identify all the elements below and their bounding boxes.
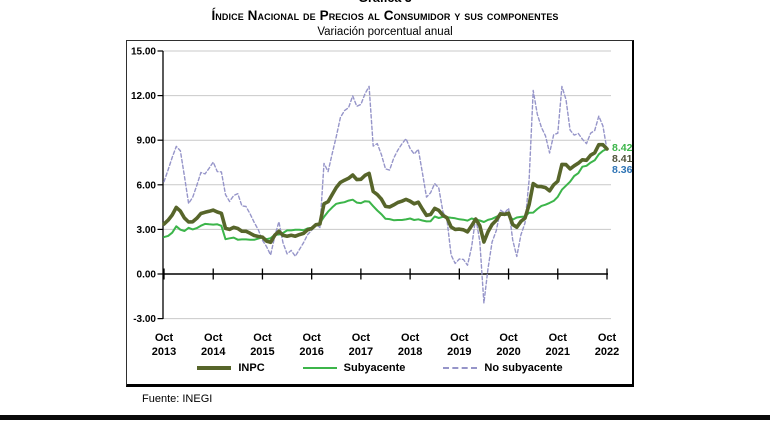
source-note: Fuente: INEGI [142,393,213,405]
y-tick-label: 0.00 [137,270,157,281]
x-tick-label-month: Oct [401,332,420,344]
x-tick-label-year: 2013 [152,346,176,358]
bottom-rule [0,415,770,420]
x-tick-label-month: Oct [598,332,617,344]
y-tick-label: -3.00 [133,314,156,325]
x-tick-label-month: Oct [499,332,518,344]
legend-item-no-subyacente: No subyacente [443,362,563,374]
x-tick-label-month: Oct [253,332,272,344]
page-title: Índice Nacional de Precios al Consumidor… [211,8,559,23]
legend-label-inpc: INPC [238,362,265,374]
series-end-value: 8.36 [612,164,633,176]
y-tick-label: 15.00 [131,47,156,58]
legend-label-subyacente: Subyacente [343,362,406,374]
x-tick-label-year: 2021 [546,346,570,358]
x-tick-label-year: 2015 [250,346,274,358]
series-end-value: 8.41 [612,153,633,165]
y-tick-label: 12.00 [131,91,156,102]
x-tick-label-month: Oct [302,332,321,344]
y-tick-label: 6.00 [137,180,157,191]
x-tick-label-year: 2014 [201,346,226,358]
x-tick-label-year: 2017 [349,346,373,358]
series-line-no-subyacente [163,85,608,304]
x-tick-label-month: Oct [204,332,223,344]
x-tick-label-year: 2019 [447,346,471,358]
x-tick-label-month: Oct [155,332,174,344]
x-tick-label-year: 2018 [398,346,422,358]
figure-number-clipped: Gráfica 3 [0,0,770,5]
page-subtitle: Variación porcentual anual [317,26,453,38]
no-subyacente-line-swatch [443,367,478,369]
series-line-inpc [162,142,609,245]
series-end-value: 8.42 [612,142,633,154]
inpc-line-swatch [197,366,232,370]
series-line-subyacente [163,147,608,241]
x-tick-label-year: 2016 [299,346,323,358]
legend-item-inpc: INPC [197,362,265,374]
legend-label-no-subyacente: No subyacente [484,362,563,374]
x-tick-label-month: Oct [549,332,568,344]
x-tick-label-month: Oct [450,332,469,344]
x-tick-label-year: 2020 [496,346,520,358]
y-tick-label: 3.00 [137,225,157,236]
y-tick-label: 9.00 [137,136,157,147]
chart-legend: INPC Subyacente No subyacente [126,357,634,379]
x-tick-label-year: 2022 [595,346,619,358]
legend-item-subyacente: Subyacente [302,362,406,374]
x-tick-label-month: Oct [352,332,371,344]
subyacente-line-swatch [302,366,337,370]
